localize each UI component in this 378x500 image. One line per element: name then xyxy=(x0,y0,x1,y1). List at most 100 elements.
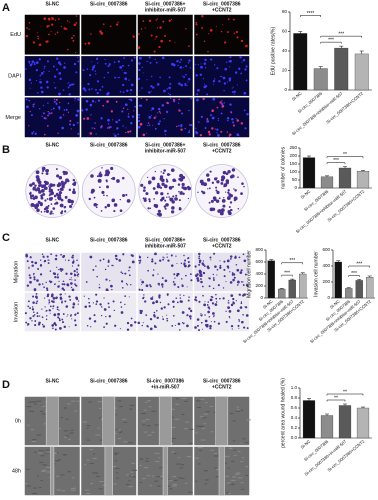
cell xyxy=(242,313,244,316)
cell xyxy=(95,133,97,135)
texture xyxy=(228,492,232,494)
cell xyxy=(190,98,192,100)
texture xyxy=(242,457,245,459)
cell xyxy=(92,268,95,271)
cell xyxy=(72,306,75,309)
cell xyxy=(137,46,141,49)
colony xyxy=(37,178,41,182)
micrograph xyxy=(194,446,250,496)
colony xyxy=(56,174,60,178)
texture xyxy=(34,403,38,405)
cell xyxy=(52,300,55,302)
cell xyxy=(77,264,80,267)
cell xyxy=(126,328,130,331)
texture xyxy=(184,400,188,402)
cell xyxy=(200,313,202,315)
cell xyxy=(204,314,206,316)
texture xyxy=(70,429,74,431)
colony xyxy=(40,184,45,189)
y-tick-label: 0 xyxy=(284,87,287,92)
cell xyxy=(54,86,57,89)
colony xyxy=(163,169,166,172)
cell xyxy=(207,130,211,134)
cell xyxy=(85,99,89,103)
texture xyxy=(114,454,117,456)
cell xyxy=(87,42,91,45)
texture xyxy=(215,476,219,478)
colony xyxy=(59,203,64,208)
texture xyxy=(113,483,117,485)
texture xyxy=(200,439,206,441)
cell xyxy=(70,314,72,316)
cell xyxy=(103,297,105,299)
cell xyxy=(216,268,219,271)
cell xyxy=(221,104,225,108)
cell xyxy=(25,34,29,38)
cell xyxy=(59,101,61,104)
texture xyxy=(232,484,235,486)
colony xyxy=(163,196,165,198)
cell xyxy=(43,67,45,69)
cell xyxy=(194,326,197,329)
cell xyxy=(39,264,42,267)
cell xyxy=(225,310,227,312)
cell xyxy=(67,86,70,89)
colony xyxy=(52,213,54,215)
y-tick-label: 400 xyxy=(322,263,330,268)
cell xyxy=(238,256,241,259)
texture xyxy=(181,464,185,466)
texture xyxy=(202,427,205,429)
cell xyxy=(147,256,149,259)
colony xyxy=(178,207,182,211)
cell xyxy=(41,115,43,117)
texture xyxy=(230,479,236,481)
texture xyxy=(129,475,132,477)
cell xyxy=(230,324,234,328)
cell xyxy=(105,322,108,325)
cell xyxy=(222,287,225,289)
row-label: Merge xyxy=(5,115,21,121)
texture xyxy=(67,471,71,473)
error-bar xyxy=(300,272,305,274)
cell xyxy=(149,284,151,286)
cell xyxy=(211,117,214,119)
colony xyxy=(226,196,231,200)
cell xyxy=(194,265,197,268)
cell xyxy=(57,273,59,275)
cell xyxy=(120,306,123,308)
cell xyxy=(54,283,56,286)
colony xyxy=(111,198,116,203)
cell xyxy=(150,109,152,111)
texture xyxy=(46,471,52,473)
cell xyxy=(74,100,76,102)
cell xyxy=(57,132,59,134)
cell xyxy=(202,260,205,262)
cell xyxy=(233,32,236,35)
texture xyxy=(214,455,219,457)
cell xyxy=(246,256,248,258)
cell xyxy=(45,281,47,284)
texture xyxy=(117,438,122,440)
cell xyxy=(88,88,91,91)
cell xyxy=(87,82,90,86)
texture xyxy=(234,473,240,475)
cell xyxy=(188,307,191,310)
significance-bracket xyxy=(348,275,360,277)
y-tick-label: 20 xyxy=(282,68,288,73)
cell xyxy=(107,118,110,122)
cell xyxy=(37,32,39,34)
cell xyxy=(172,98,176,101)
cell xyxy=(64,293,66,295)
cell xyxy=(51,324,54,327)
colony xyxy=(93,202,98,207)
texture xyxy=(226,482,232,484)
colony xyxy=(103,194,105,197)
cell xyxy=(82,87,86,90)
cell xyxy=(50,112,53,114)
cell xyxy=(216,106,219,109)
colony xyxy=(126,199,131,203)
colony xyxy=(97,178,102,183)
cell xyxy=(70,128,72,130)
cell xyxy=(155,115,157,117)
colony xyxy=(152,187,156,190)
